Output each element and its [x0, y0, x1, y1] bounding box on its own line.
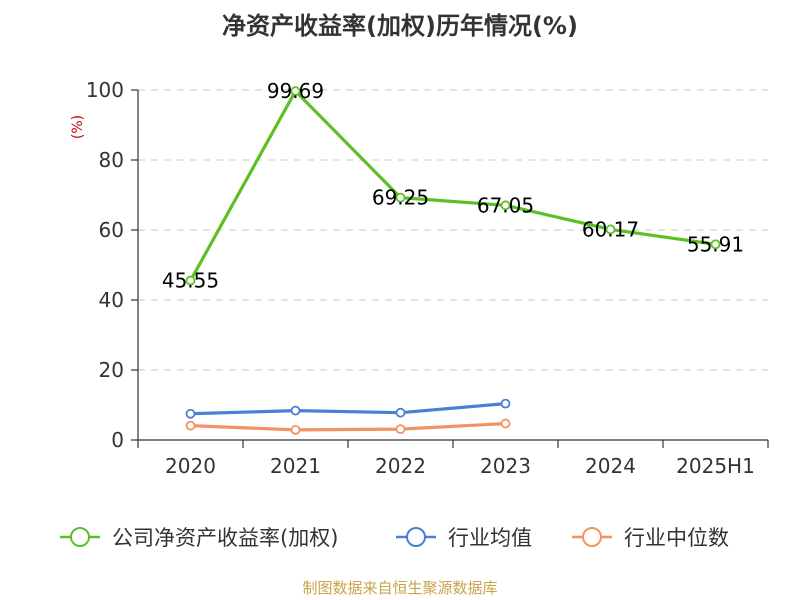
y-tick-label: 40 [99, 288, 124, 312]
legend: 公司净资产收益率(加权) 行业均值 行业中位数 [60, 526, 729, 550]
data-label: 60.17 [582, 217, 639, 241]
series-lines [185, 86, 721, 435]
y-tick-label: 80 [99, 148, 124, 172]
legend-marker-icon [582, 527, 602, 547]
data-label: 67.05 [477, 193, 534, 217]
x-tick-label: 2024 [585, 454, 636, 478]
chart-title: 净资产收益率(加权)历年情况(%) [222, 12, 578, 40]
legend-label: 行业中位数 [624, 526, 729, 550]
legend-marker-icon [406, 527, 426, 547]
x-tick-label: 2021 [270, 454, 321, 478]
x-tick-label: 2020 [165, 454, 216, 478]
y-axis-unit-label: (%) [70, 115, 86, 139]
axes [131, 89, 769, 448]
data-point [500, 418, 511, 429]
y-tick-label: 20 [99, 358, 124, 382]
data-point [290, 424, 301, 435]
data-labels: 45.55 99.69 69.25 67.05 60.17 55.91 [162, 79, 744, 292]
y-tick-labels: 0 20 40 60 80 100 [86, 78, 124, 452]
x-tick-label: 2022 [375, 454, 426, 478]
grid-lines [138, 89, 768, 371]
y-tick-label: 60 [99, 218, 124, 242]
data-point [710, 239, 721, 250]
data-point [500, 398, 511, 409]
data-point [290, 405, 301, 416]
x-tick-label: 2023 [480, 454, 531, 478]
data-source-footer: 制图数据来自恒生聚源数据库 [302, 579, 497, 597]
data-point [185, 420, 196, 431]
data-point [395, 424, 406, 435]
data-point [185, 408, 196, 419]
series-line [188, 89, 718, 283]
x-tick-labels: 2020 2021 2022 2023 2024 2025H1 [165, 454, 755, 478]
y-tick-label: 0 [111, 428, 124, 452]
x-tick-label: 2025H1 [676, 454, 755, 478]
data-point [500, 200, 511, 211]
y-tick-label: 100 [86, 78, 124, 102]
series-line [188, 402, 508, 416]
data-point [290, 86, 301, 96]
legend-marker-icon [70, 527, 90, 547]
data-label: 45.55 [162, 269, 219, 293]
series-line [188, 421, 508, 432]
data-point [605, 224, 616, 235]
legend-label: 公司净资产收益率(加权) [112, 526, 338, 550]
legend-label: 行业均值 [448, 526, 532, 550]
data-point [395, 192, 406, 203]
data-label: 55.91 [687, 232, 744, 256]
data-point [185, 275, 196, 286]
data-point [395, 407, 406, 418]
data-label: 99.69 [267, 79, 324, 103]
data-label: 69.25 [372, 186, 429, 210]
